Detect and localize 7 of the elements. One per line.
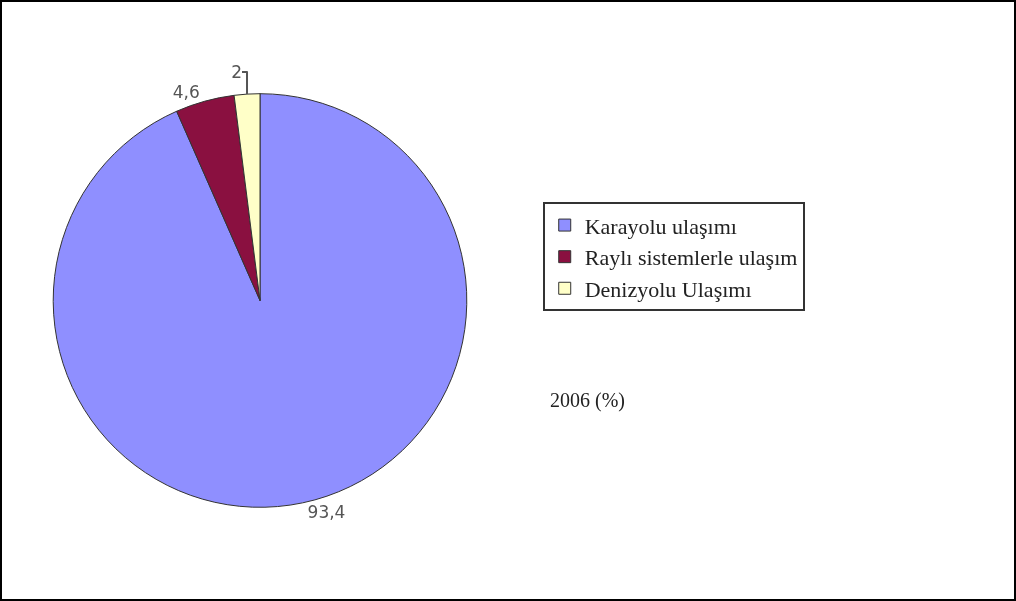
legend-label: Denizyolu Ulaşımı [584, 276, 752, 302]
legend-label: Karayolu ulaşımı [584, 213, 737, 239]
data-label: 4,6 [172, 81, 200, 102]
data-label: 93,4 [307, 502, 346, 523]
data-label: 2 [231, 61, 243, 82]
legend-label: Raylı sistemlerle ulaşım [584, 245, 798, 271]
text: 2006 (%) [550, 389, 625, 412]
